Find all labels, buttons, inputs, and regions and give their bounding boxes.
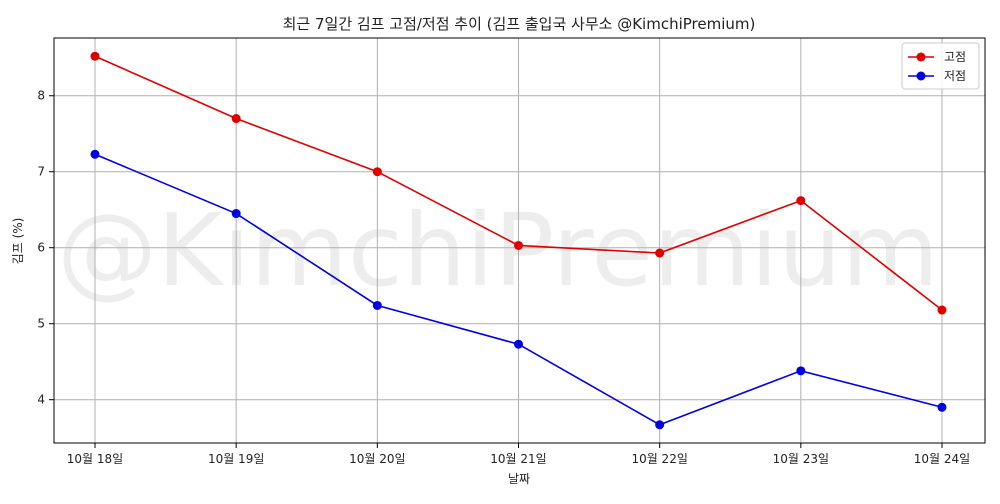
- data-point: [937, 305, 947, 315]
- legend-box: [901, 42, 980, 90]
- y-tick-label: 8: [37, 89, 45, 103]
- legend-label: 저점: [944, 69, 966, 83]
- y-tick-label: 6: [37, 241, 45, 255]
- watermark: @KimchiPremium: [57, 192, 939, 309]
- plot-frame: [53, 37, 986, 444]
- x-tick-label: 10월 23일: [773, 452, 829, 466]
- y-axis-label: 김프 (%): [11, 218, 25, 265]
- data-point: [231, 209, 241, 219]
- data-point: [231, 114, 241, 124]
- data-point: [372, 300, 382, 310]
- axes: [49, 37, 986, 448]
- data-point: [90, 51, 100, 61]
- x-tick-label: 10월 24일: [914, 452, 970, 466]
- tick-labels: 10월 18일 10월 19일 10월 20일 10월 21일 10월 22일 10월 2…: [37, 89, 970, 466]
- y-tick-label: 7: [37, 165, 45, 179]
- x-tick-label: 10월 20일: [349, 452, 405, 466]
- data-point: [514, 339, 523, 349]
- legend-marker: [916, 52, 926, 62]
- data-point: [937, 402, 947, 412]
- chart-title: 최근 7일간 김프 고점/저점 추이 (김프 출입국 사무소 @KimchiPr…: [283, 15, 756, 33]
- data-point: [655, 248, 665, 258]
- x-tick-label: 10월 18일: [67, 452, 123, 466]
- data-point: [372, 167, 382, 177]
- x-axis-label: 날짜: [508, 472, 530, 486]
- y-tick-label: 5: [37, 317, 45, 331]
- data-point: [90, 149, 100, 159]
- data-point: [655, 420, 665, 430]
- legend-label: 고점: [944, 50, 966, 64]
- x-tick-label: 10월 21일: [490, 452, 546, 466]
- data-point: [514, 240, 523, 250]
- data-point: [796, 366, 806, 376]
- series-lines: [90, 51, 947, 430]
- legend-marker: [916, 71, 926, 81]
- x-tick-label: 10월 19일: [208, 452, 264, 466]
- data-point: [796, 196, 806, 206]
- y-tick-label: 4: [37, 393, 45, 407]
- x-tick-label: 10월 22일: [631, 452, 687, 466]
